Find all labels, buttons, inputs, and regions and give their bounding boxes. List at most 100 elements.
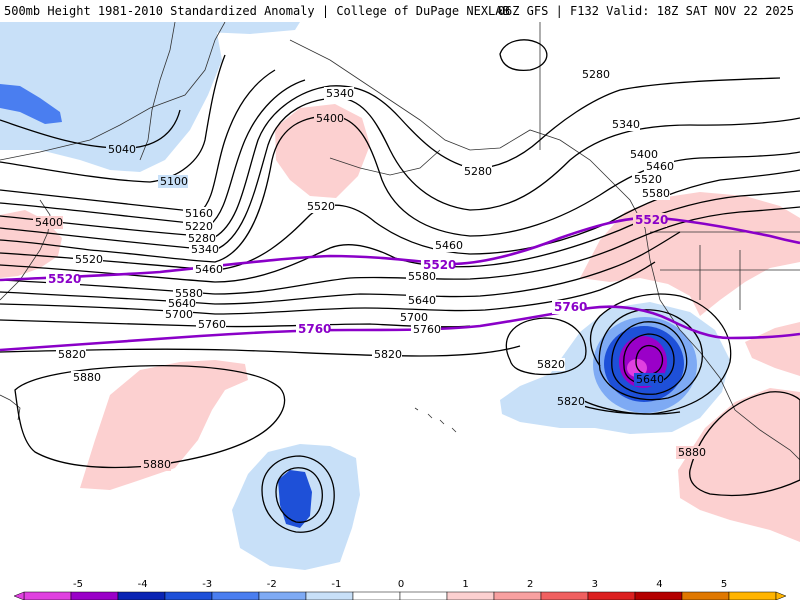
- contour-5880-north: [499, 39, 548, 72]
- label-bg-5340a: [189, 243, 219, 256]
- map-header: 500mb Height 1981-2010 Standardized Anom…: [0, 0, 800, 22]
- key-label-bg-5760a: [296, 322, 330, 336]
- label-bg-5520b: [305, 200, 335, 213]
- coast-northasia: [0, 22, 226, 161]
- label-bg-5880c: [676, 446, 706, 459]
- label-5280c: 5280: [464, 165, 492, 178]
- label-5880b: 5880: [143, 458, 171, 471]
- label-5820c: 5820: [537, 358, 565, 371]
- legend-bin: [23, 591, 72, 600]
- contour-labels: 5040 5100 5160 5220 5280 5340 5340 5400 …: [33, 68, 706, 471]
- legend-tick-label: -2: [267, 579, 277, 590]
- legend-tick-label: -4: [138, 579, 148, 590]
- label-bg-5400a: [314, 112, 344, 125]
- legend-bin: [634, 591, 683, 600]
- legend-tick-label: 2: [527, 579, 533, 590]
- label-bg-5280b: [580, 68, 610, 81]
- colorbar-legend: -5 -4 -3 -2 -1 0 1 2 3 4 5: [13, 579, 787, 600]
- label-5880a: 5880: [73, 371, 101, 384]
- key-contour-labels: 5520 5520 5520 5760 5760: [46, 213, 668, 336]
- map-title: 500mb Height 1981-2010 Standardized Anom…: [4, 4, 510, 18]
- label-bg-5460b: [433, 239, 463, 252]
- label-bg-5460c: [193, 263, 223, 276]
- label-bg-5640c: [634, 373, 664, 386]
- key-label-5760a: 5760: [298, 322, 331, 336]
- label-5100: 5100: [160, 175, 188, 188]
- label-5580c: 5580: [175, 287, 203, 300]
- legend-bin: [681, 591, 730, 600]
- negative-anomaly-south-core: [278, 470, 312, 528]
- legend-tick-label: 3: [592, 579, 598, 590]
- label-bg-5640a: [406, 294, 436, 307]
- label-bg-5520a: [632, 173, 662, 186]
- label-bg-5400b: [33, 216, 63, 229]
- anomaly-map: 5040 5100 5160 5220 5280 5340 5340 5400 …: [0, 22, 800, 570]
- label-bg-5880b: [141, 458, 171, 471]
- label-5460c: 5460: [195, 263, 223, 276]
- label-5820d: 5820: [557, 395, 585, 408]
- label-bg-5580c: [173, 287, 203, 300]
- legend-bin: [446, 591, 495, 600]
- label-bg-5820a: [56, 348, 86, 361]
- coast-alaska: [289, 39, 800, 461]
- contour-5640: [0, 231, 681, 305]
- negative-anomaly-northwest-core: [0, 84, 62, 124]
- label-5400a: 5400: [316, 112, 344, 125]
- label-5220: 5220: [185, 220, 213, 233]
- contour-low-ring2: [611, 321, 688, 395]
- contour-5220: [0, 79, 306, 226]
- label-bg-5280c: [462, 165, 492, 178]
- label-bg-5760a: [196, 318, 226, 331]
- legend-tick-label: 4: [656, 579, 662, 590]
- key-contour-5760: [0, 305, 800, 352]
- positive-anomaly-southeast: [678, 388, 800, 542]
- label-bg-5700b: [398, 311, 428, 324]
- legend-bin: [258, 591, 307, 600]
- legend-bin: [117, 591, 166, 600]
- label-5880c: 5880: [678, 446, 706, 459]
- legend-bin: [493, 591, 542, 600]
- legend-tick-label: -5: [73, 579, 83, 590]
- label-bg-5340c: [610, 118, 640, 131]
- legend-tick-label: 5: [721, 579, 727, 590]
- label-5340c: 5340: [612, 118, 640, 131]
- label-5760b: 5760: [413, 323, 441, 336]
- contour-5820-main: [0, 345, 521, 357]
- key-label-5520a: 5520: [48, 272, 81, 286]
- legend-max-arrow: [775, 591, 787, 600]
- label-5820a: 5820: [58, 348, 86, 361]
- label-bg-5580a: [640, 187, 670, 200]
- contour-5820-cutoff: [505, 317, 587, 376]
- positive-anomaly-east: [745, 322, 800, 376]
- coast-aleutians: [329, 149, 441, 176]
- legend-tick-label: -1: [331, 579, 341, 590]
- label-5340b: 5340: [326, 87, 354, 100]
- label-5700a: 5700: [165, 308, 193, 321]
- label-5280b: 5280: [582, 68, 610, 81]
- legend-tick-label: 0: [398, 579, 404, 590]
- label-5460a: 5460: [646, 160, 674, 173]
- label-bg-5820d: [555, 395, 585, 408]
- label-5820b: 5820: [374, 348, 402, 361]
- legend-bin: [587, 591, 636, 600]
- legend-bins: [13, 591, 787, 600]
- label-5160: 5160: [185, 207, 213, 220]
- label-5040: 5040: [108, 143, 136, 156]
- label-5640c: 5640: [636, 373, 664, 386]
- legend-tick-label: 1: [462, 579, 468, 590]
- label-5520a: 5520: [634, 173, 662, 186]
- label-5340a: 5340: [191, 243, 219, 256]
- contour-5880-central: [14, 365, 286, 469]
- key-label-bg-5760b: [552, 300, 586, 314]
- label-bg-5760b: [411, 323, 441, 336]
- legend-tick-label: -3: [202, 579, 212, 590]
- contour-5100: [0, 54, 226, 183]
- label-5520c: 5520: [75, 253, 103, 266]
- contour-low-ring1: [598, 309, 703, 401]
- key-label-5760b: 5760: [554, 300, 587, 314]
- contour-south-low-outer: [261, 455, 335, 533]
- label-bg-5400c: [628, 148, 658, 161]
- label-5640b: 5640: [168, 297, 196, 310]
- legend-bin: [305, 591, 354, 600]
- legend-bin: [728, 591, 777, 600]
